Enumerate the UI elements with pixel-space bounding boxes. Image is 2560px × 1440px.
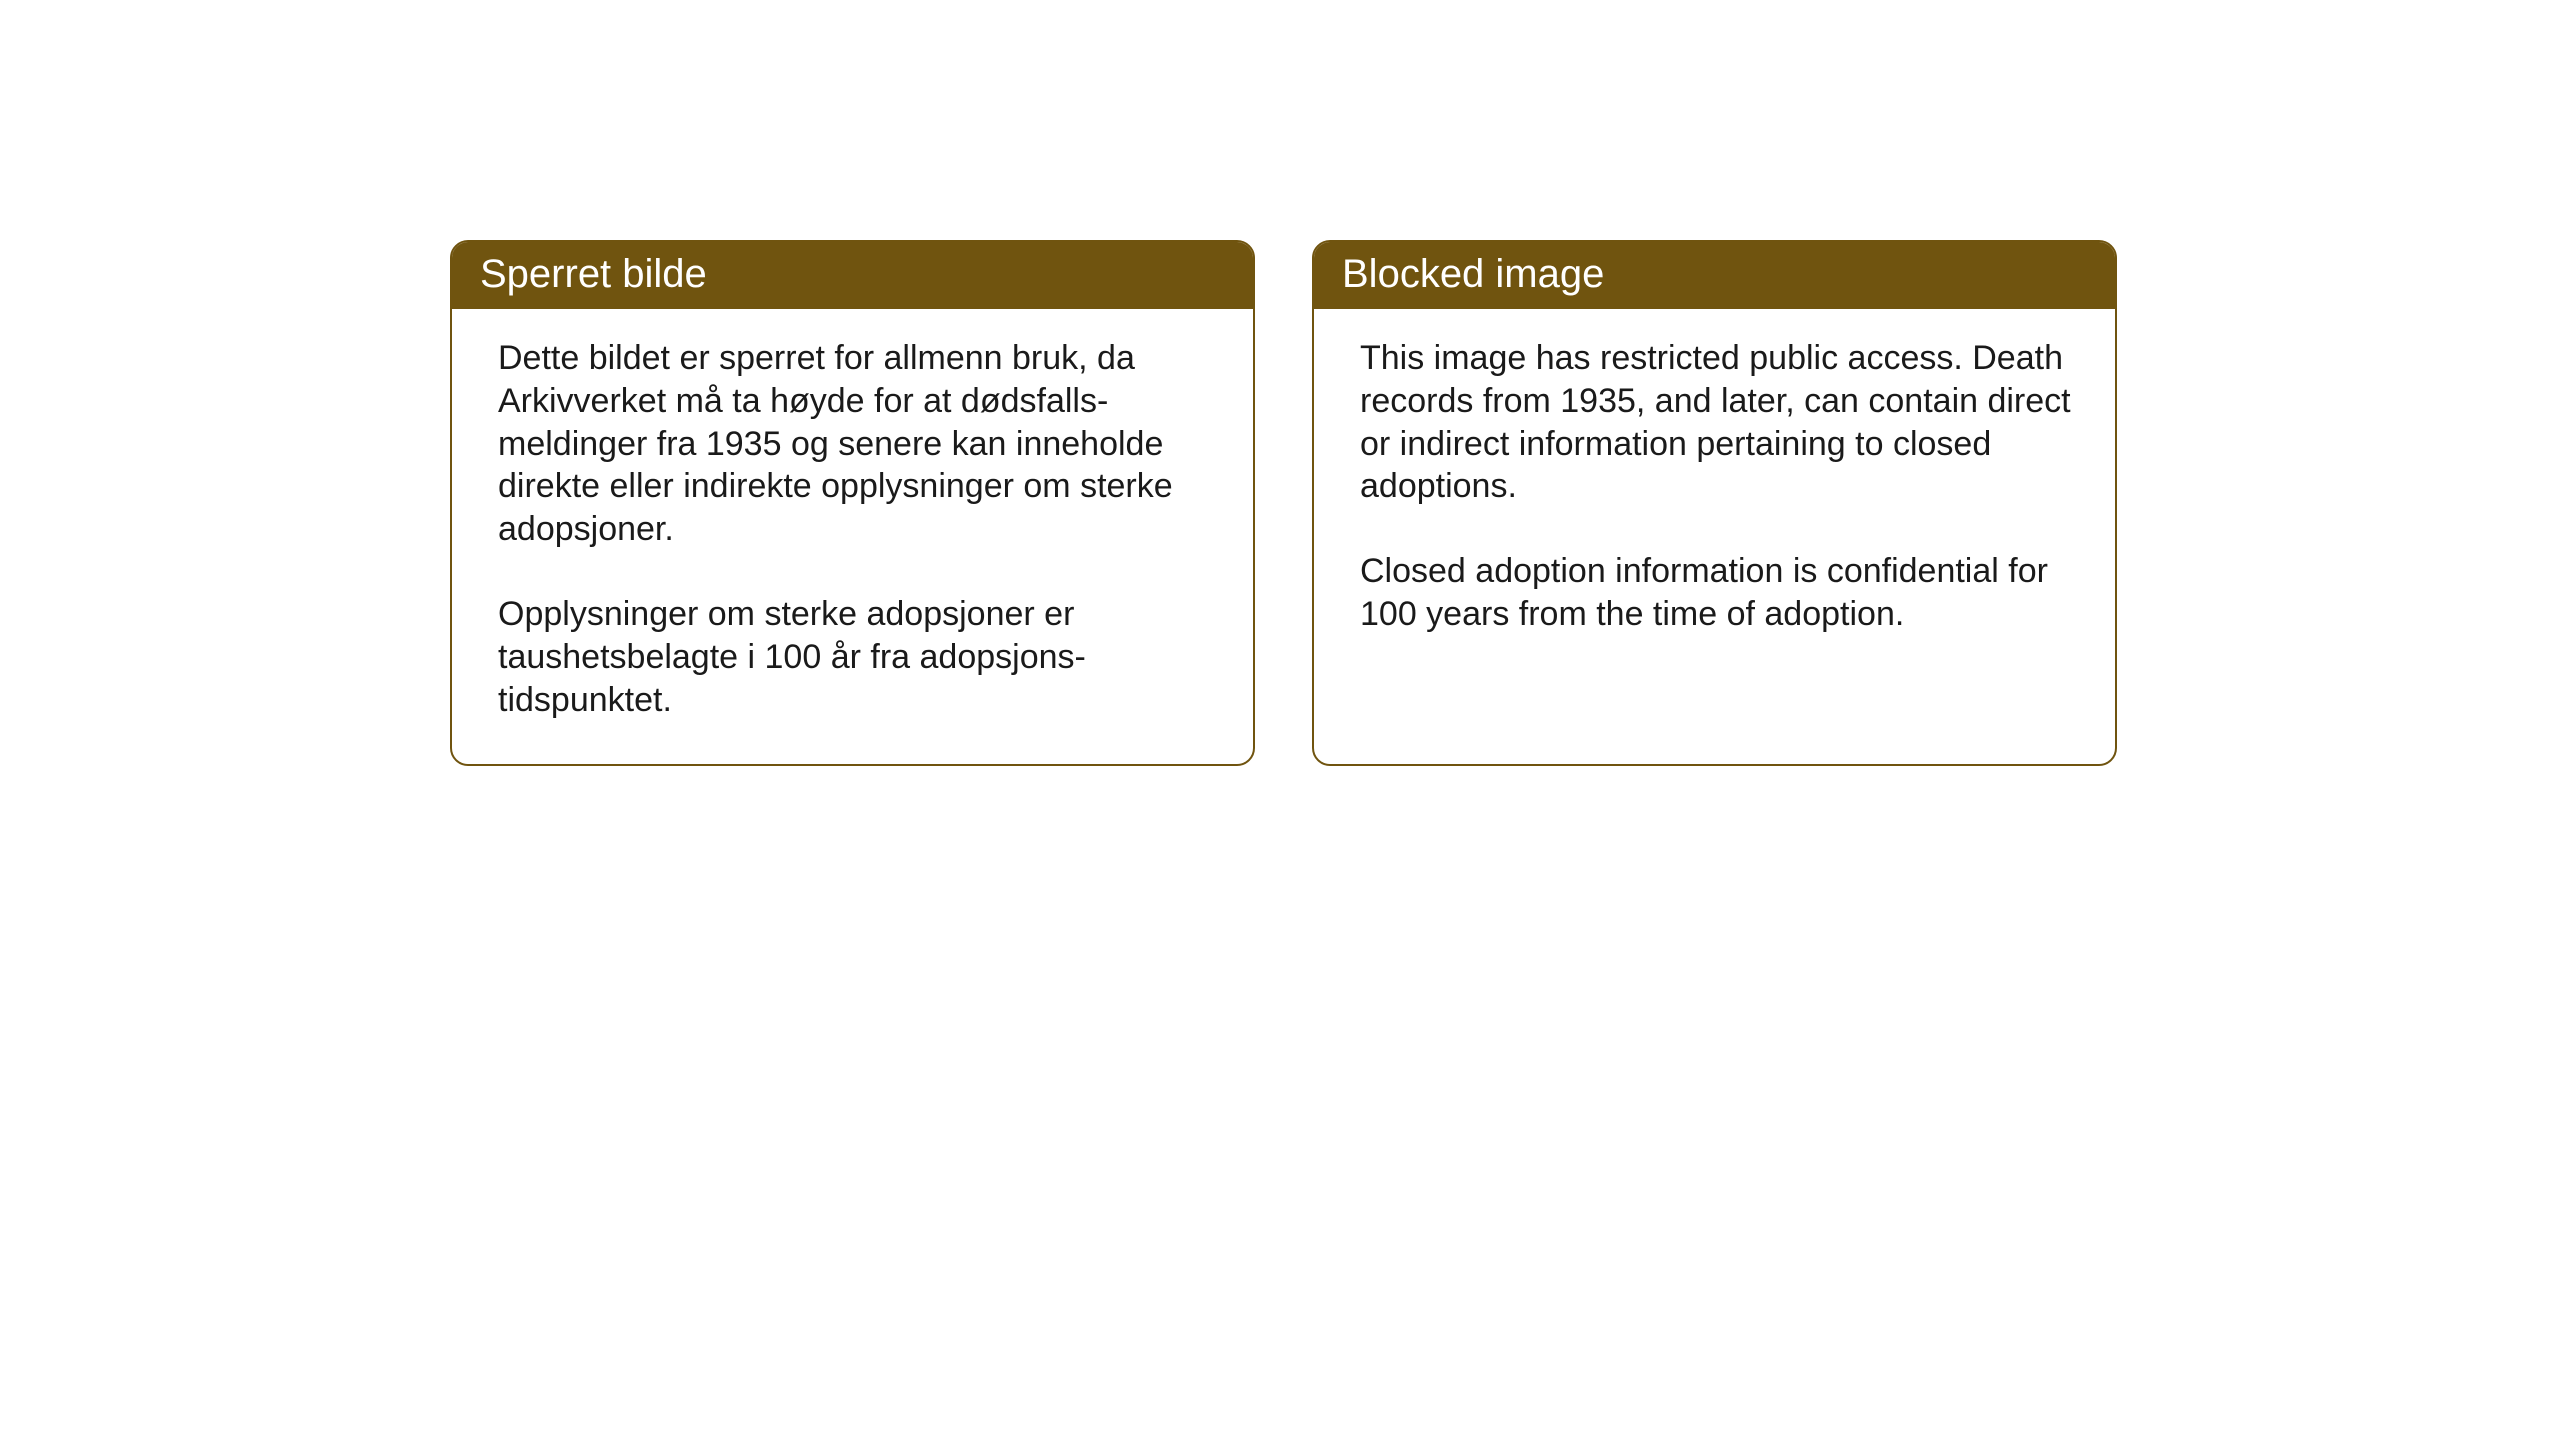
card-body-english: This image has restricted public access.… — [1314, 309, 2115, 678]
card-paragraph-norwegian-2: Opplysninger om sterke adopsjoner er tau… — [498, 593, 1213, 721]
card-title-english: Blocked image — [1342, 252, 1604, 296]
notice-container: Sperret bilde Dette bildet er sperret fo… — [0, 0, 2560, 766]
notice-card-english: Blocked image This image has restricted … — [1312, 240, 2117, 766]
card-paragraph-english-1: This image has restricted public access.… — [1360, 337, 2075, 508]
card-paragraph-english-2: Closed adoption information is confident… — [1360, 550, 2075, 636]
notice-card-norwegian: Sperret bilde Dette bildet er sperret fo… — [450, 240, 1255, 766]
card-header-norwegian: Sperret bilde — [452, 242, 1253, 309]
card-body-norwegian: Dette bildet er sperret for allmenn bruk… — [452, 309, 1253, 764]
card-header-english: Blocked image — [1314, 242, 2115, 309]
card-paragraph-norwegian-1: Dette bildet er sperret for allmenn bruk… — [498, 337, 1213, 551]
card-title-norwegian: Sperret bilde — [480, 252, 707, 296]
